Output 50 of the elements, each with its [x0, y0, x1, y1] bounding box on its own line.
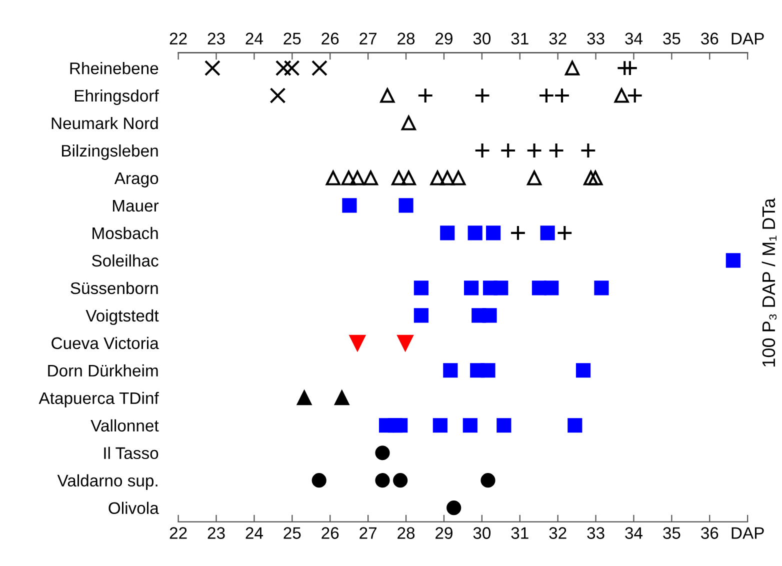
y-tick-label: Vallonnet: [90, 419, 159, 432]
x2-tick-label: 35: [663, 32, 680, 44]
y-tick-label: Rheinebene: [70, 62, 158, 74]
y-tick-label: Atapuerca TDinf: [38, 392, 159, 408]
x2-tick-label: 29: [436, 32, 452, 44]
x2-tick-label: 25: [284, 32, 301, 44]
x-tick-label: 24: [246, 527, 263, 539]
x-tick-label: 35: [663, 527, 680, 539]
y-tick-label: Arago: [114, 172, 158, 188]
y-tick-label: Mosbach: [92, 226, 158, 240]
y-tick-label: Voigtstedt: [86, 309, 159, 325]
x2-tick-label: DAP: [732, 32, 764, 44]
x2-tick-label: 28: [398, 32, 415, 44]
y-tick-label: Süssenborn: [70, 282, 158, 294]
y-tick-label: Neumark Nord: [52, 116, 158, 130]
y-tick-label: Soleilhac: [92, 254, 158, 267]
x2-tick-label: 22: [170, 32, 187, 44]
x-tick-label: 26: [322, 527, 339, 539]
x-tick-label: 27: [360, 527, 376, 539]
x2-tick-label: 23: [208, 32, 225, 44]
x2-tick-label: 26: [322, 32, 339, 44]
x2-tick-label: 27: [360, 32, 376, 44]
x2-tick-label: 34: [625, 32, 643, 44]
x2-tick-label: 36: [701, 32, 718, 44]
x-tick-label: 22: [170, 527, 187, 539]
x2-tick-label: 30: [473, 32, 491, 44]
y-tick-label: Valdarno sup.: [57, 474, 158, 490]
y-tick-label: Bilzingsleben: [62, 144, 158, 160]
x-tick-label: 33: [587, 527, 604, 539]
y-tick-label: Dorn Dürkheim: [48, 364, 158, 377]
x-tick-label: 32: [549, 527, 566, 539]
x-tick-label: 29: [436, 527, 452, 539]
x2-tick-label: 24: [246, 32, 263, 44]
x-tick-label: 34: [625, 527, 643, 539]
y2-axis-title: 100 P₃ DAP / M₁ DTa: [762, 198, 777, 366]
y-tick-label: Olivola: [108, 502, 159, 514]
x2-tick-label: 31: [511, 32, 528, 44]
y-tick-label: Mauer: [112, 200, 159, 212]
x-tick-label: 25: [284, 527, 301, 539]
x-tick-label: 30: [473, 527, 491, 539]
x-tick-label: 23: [208, 527, 225, 539]
x-tick-label: DAP: [732, 527, 764, 539]
x-tick-label: 31: [511, 527, 528, 539]
x-tick-label: 36: [701, 527, 718, 539]
x2-tick-label: 33: [587, 32, 604, 44]
y-tick-label: Cueva Victoria: [52, 336, 159, 350]
y-tick-label: Ehringsdorf: [74, 89, 159, 106]
x-tick-label: 28: [398, 527, 415, 539]
y-tick-label: Il Tasso: [104, 446, 158, 460]
x2-tick-label: 32: [549, 32, 566, 44]
